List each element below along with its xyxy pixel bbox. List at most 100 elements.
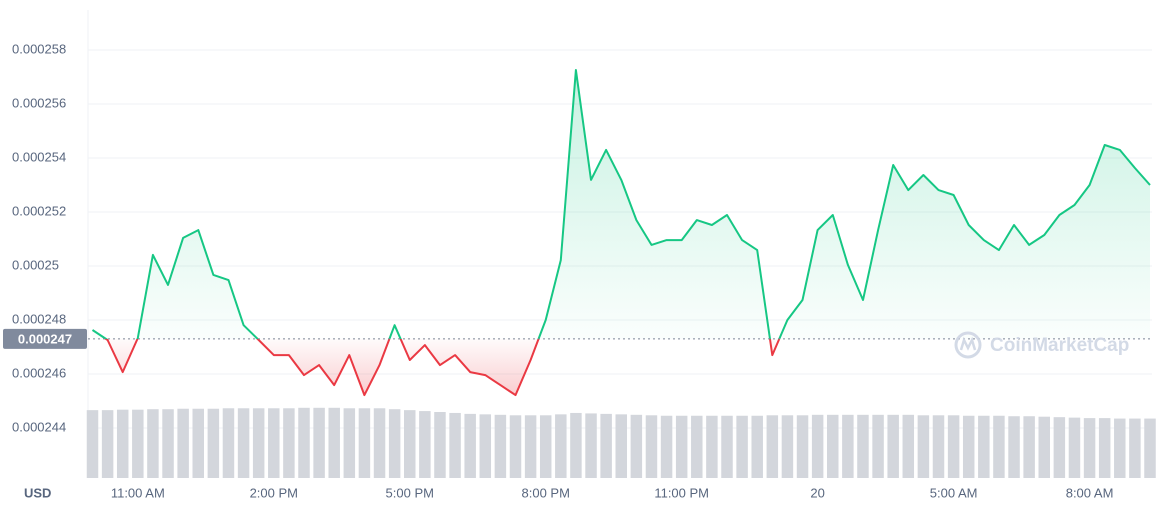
volume-bar [509, 415, 522, 478]
volume-bar [917, 415, 930, 478]
volume-bar [539, 415, 552, 478]
volume-bar [962, 415, 975, 478]
volume-bar [872, 414, 884, 478]
volume-bar [147, 409, 159, 478]
volume-bar [373, 408, 386, 478]
watermark-text: CoinMarketCap [990, 335, 1129, 356]
volume-bar [1023, 416, 1035, 478]
price-area [92, 70, 1150, 396]
volume-bar [675, 415, 688, 478]
y-tick-label: 0.000256 [12, 95, 66, 110]
currency-label: USD [24, 485, 51, 500]
volume-bar [479, 414, 492, 478]
y-tick-label: 0.000244 [12, 419, 66, 434]
volume-bar [630, 414, 643, 478]
volume-bar [811, 414, 824, 478]
volume-bar [555, 414, 567, 478]
volume-bar [298, 407, 310, 478]
price-layer [88, 69, 1152, 397]
volume-bar [1129, 418, 1141, 478]
volume-bar [268, 408, 280, 478]
volume-bar [615, 414, 627, 478]
y-tick-label: 0.000254 [12, 149, 66, 164]
volume-bar [388, 409, 401, 478]
y-tick-label: 0.000258 [12, 41, 66, 56]
y-tick-label: 0.000246 [12, 365, 66, 380]
volume-bar [736, 415, 748, 478]
volume-bar [404, 410, 416, 478]
volume-bar [86, 410, 99, 478]
volume-bar [252, 408, 265, 478]
volume-bar [781, 415, 794, 478]
volume-bar [524, 415, 537, 478]
volume-bar [978, 415, 990, 478]
y-tick-label: 0.000252 [12, 203, 66, 218]
volume-bar [585, 413, 597, 478]
volume-bar [645, 415, 658, 478]
reference-label-box [3, 328, 87, 349]
volume-bar [660, 415, 673, 478]
volume-bar [494, 414, 507, 478]
volume-bar [691, 415, 703, 478]
watermark: CoinMarketCap [954, 331, 1129, 359]
volume-bar [1114, 418, 1126, 478]
volume-bar [932, 415, 945, 478]
volume-layer [86, 407, 1156, 478]
volume-bar [887, 414, 899, 478]
volume-bar [237, 408, 250, 478]
volume-bar [1144, 418, 1156, 478]
x-tick-label: 5:00 PM [386, 485, 434, 500]
volume-bar [827, 414, 839, 478]
volume-bar [343, 408, 356, 478]
volume-bar [1008, 416, 1020, 478]
watermark-logo [954, 331, 982, 359]
x-tick-label: 5:00 AM [930, 485, 978, 500]
volume-bar [570, 412, 582, 478]
volume-bar [721, 415, 733, 478]
volume-bar [796, 415, 809, 478]
watermark-logo-mark [959, 336, 977, 351]
price-line [91, 69, 1151, 397]
x-tick-label: 8:00 PM [522, 485, 570, 500]
volume-bar [132, 409, 144, 478]
volume-bar [1038, 416, 1050, 478]
x-tick-label: 20 [810, 485, 824, 500]
volume-bar [116, 409, 129, 478]
volume-bar [947, 415, 960, 478]
volume-bar [706, 415, 718, 478]
volume-bar [766, 415, 779, 478]
label-layer: 0.000244 0.000246 0.000248 0.00025 0.000252 0… [3, 41, 1113, 500]
volume-bar [192, 408, 204, 478]
volume-bar [464, 413, 476, 478]
reference-label: 0.000247 [18, 331, 72, 346]
volume-bar [419, 411, 431, 478]
y-tick-label: 0.00025 [12, 257, 59, 272]
volume-bar [1098, 418, 1111, 478]
x-tick-label: 11:00 AM [111, 485, 165, 500]
y-tick-label: 0.000248 [12, 311, 66, 326]
x-tick-label: 11:00 PM [654, 485, 709, 500]
volume-bar [207, 408, 220, 478]
volume-bar [283, 408, 295, 478]
volume-bar [842, 414, 854, 478]
volume-bar [449, 412, 461, 478]
volume-bar [1083, 418, 1096, 478]
x-tick-label: 2:00 PM [250, 485, 298, 500]
volume-bar [177, 408, 189, 478]
x-tick-label: 8:00 AM [1066, 485, 1114, 500]
volume-bar [101, 410, 114, 478]
volume-bar [902, 414, 915, 478]
volume-bar [313, 407, 325, 478]
volume-bar [328, 407, 340, 478]
volume-bar [1068, 417, 1081, 478]
volume-bar [993, 415, 1005, 478]
volume-bar [857, 414, 869, 478]
volume-bar [162, 409, 174, 478]
volume-bar [358, 408, 371, 478]
volume-bar [1053, 417, 1066, 478]
volume-bar [222, 408, 235, 478]
volume-bar [434, 412, 446, 478]
volume-bar [600, 413, 612, 478]
volume-bar [751, 415, 763, 478]
